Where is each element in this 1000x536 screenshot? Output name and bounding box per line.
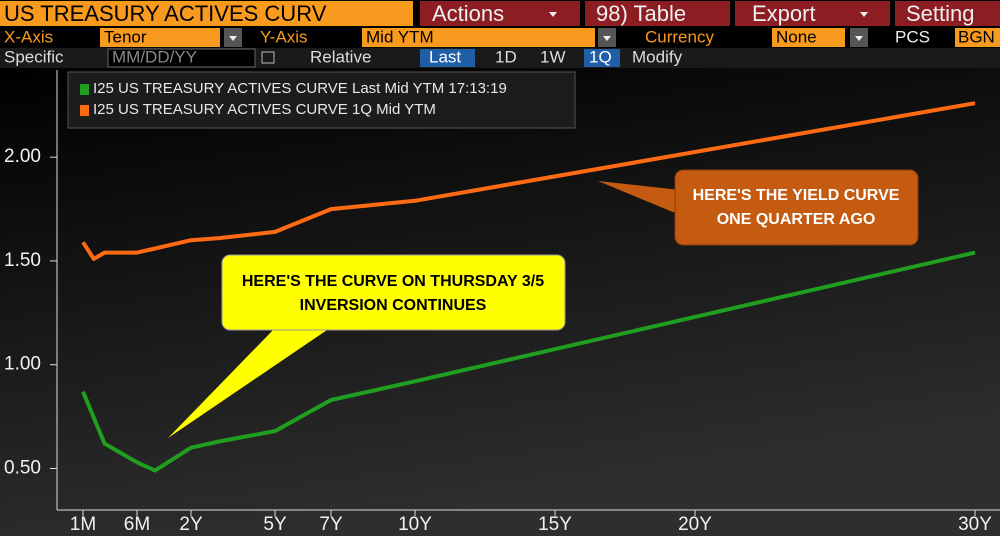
relative-label: Relative (310, 47, 371, 66)
x-tick-label: 30Y (958, 514, 992, 535)
callout-text: ONE QUARTER AGO (717, 211, 876, 228)
x-axis-value[interactable]: Tenor (104, 27, 147, 46)
actions-label[interactable]: Actions (432, 1, 504, 26)
period-button[interactable]: Last (429, 47, 461, 66)
title-box (0, 1, 413, 26)
x-tick-label: 2Y (179, 514, 203, 535)
currency-value[interactable]: None (776, 27, 817, 46)
dropdown-icon (603, 36, 611, 41)
callout-box (674, 169, 919, 246)
settings-label[interactable]: Setting (906, 1, 975, 26)
x-axis-label: X-Axis (4, 27, 53, 46)
dropdown-icon (229, 36, 237, 41)
legend-swatch (80, 105, 89, 116)
x-tick-label: 1M (70, 514, 96, 535)
currency-field[interactable] (772, 28, 845, 47)
currency-label: Currency (645, 27, 714, 46)
pcs-field[interactable] (955, 28, 1000, 47)
period-button-active[interactable] (584, 49, 620, 67)
period-button[interactable]: 1D (495, 47, 517, 66)
series-line (81, 101, 976, 261)
x-tick-label: 5Y (263, 514, 287, 535)
callout-pointer (598, 181, 680, 215)
callout-box (221, 254, 566, 331)
period-button-active[interactable] (420, 49, 475, 67)
legend-swatch (80, 84, 89, 95)
pcs-value[interactable]: BGN (958, 27, 995, 46)
x-tick-label: 20Y (678, 514, 712, 535)
y-axis-value[interactable]: Mid YTM (366, 27, 434, 46)
series-line (81, 250, 976, 473)
y-tick-label: 1.50 (4, 250, 41, 271)
x-tick-label: 6M (124, 514, 150, 535)
y-tick-label: 1.00 (4, 354, 41, 375)
callout-text: INVERSION CONTINUES (300, 297, 487, 314)
callout-pointer (168, 328, 330, 438)
period-button[interactable]: 1Q (589, 47, 612, 66)
dropdown-icon (549, 12, 557, 17)
legend-label: I25 US TREASURY ACTIVES CURVE Last Mid Y… (93, 80, 507, 97)
y-axis-field[interactable] (362, 28, 595, 47)
legend-label: I25 US TREASURY ACTIVES CURVE 1Q Mid YTM (93, 101, 436, 118)
date-field[interactable] (107, 48, 256, 68)
legend (67, 71, 576, 129)
screen-title: US TREASURY ACTIVES CURV (4, 1, 327, 26)
callout-text: HERE'S THE CURVE ON THURSDAY 3/5 (242, 273, 544, 290)
y-tick-label: 2.00 (4, 146, 41, 167)
dropdown-icon (855, 36, 863, 41)
calendar-icon[interactable] (261, 51, 275, 64)
period-button[interactable]: 1W (540, 47, 566, 66)
date-placeholder[interactable]: MM/DD/YY (112, 47, 197, 66)
specific-label: Specific (4, 47, 64, 66)
pcs-label: PCS (895, 27, 930, 46)
y-axis-label: Y-Axis (260, 27, 308, 46)
x-tick-label: 15Y (538, 514, 572, 535)
modify-button[interactable]: Modify (632, 47, 683, 66)
table-label[interactable]: 98) Table (596, 1, 686, 26)
dropdown-icon (860, 12, 868, 17)
y-tick-label: 0.50 (4, 458, 41, 479)
callout-text: HERE'S THE YIELD CURVE (693, 187, 900, 204)
settings-button[interactable] (895, 1, 1000, 26)
x-tick-label: 7Y (319, 514, 343, 535)
x-tick-label: 10Y (398, 514, 432, 535)
x-axis-field[interactable] (100, 28, 220, 47)
export-label[interactable]: Export (752, 1, 816, 26)
table-button[interactable] (585, 1, 730, 26)
